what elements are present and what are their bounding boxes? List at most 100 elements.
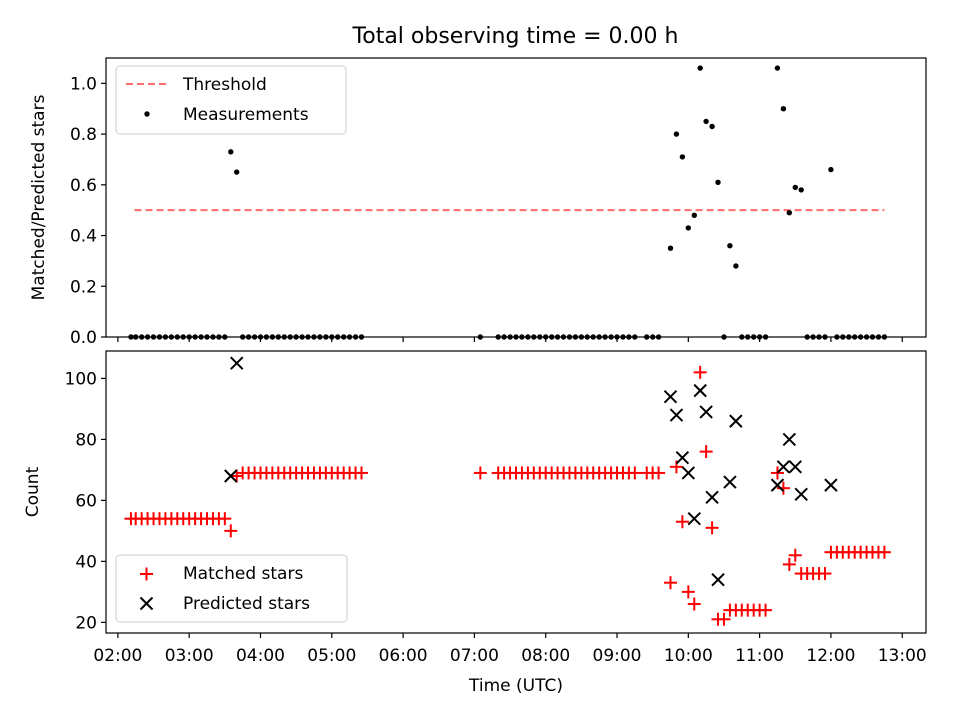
predicted-star-point bbox=[230, 356, 244, 370]
y-tick-label: 0.2 bbox=[70, 277, 97, 297]
predicted-stars-legend-label: Predicted stars bbox=[183, 594, 310, 614]
predicted-star-point bbox=[794, 487, 808, 501]
matched-star-point bbox=[693, 365, 707, 379]
predicted-star-point bbox=[663, 390, 678, 404]
predicted-stars-legend-swatch bbox=[139, 596, 154, 611]
matched-star-point bbox=[628, 466, 642, 480]
matched-star-point bbox=[675, 515, 689, 529]
x-tick-label: 13:00 bbox=[878, 646, 927, 666]
predicted-star-point bbox=[681, 466, 696, 480]
matched-stars-legend-swatch bbox=[140, 567, 153, 581]
count-plot-y-label: Count bbox=[23, 466, 43, 517]
x-tick-label: 02:00 bbox=[93, 646, 142, 666]
predicted-star-point bbox=[675, 450, 690, 465]
predicted-star-point bbox=[669, 408, 684, 422]
x-tick-label: 03:00 bbox=[165, 646, 214, 666]
predicted-star-point bbox=[711, 572, 725, 587]
predicted-star-point bbox=[723, 475, 737, 489]
count-plot-data bbox=[124, 356, 891, 626]
measurement-point bbox=[673, 131, 680, 137]
x-tick-label: 04:00 bbox=[236, 646, 285, 666]
measurement-point bbox=[727, 243, 733, 249]
predicted-star-point bbox=[699, 405, 713, 419]
matched-star-point bbox=[355, 466, 369, 480]
x-tick-label: 06:00 bbox=[379, 646, 428, 666]
measurement-point bbox=[715, 179, 721, 185]
predicted-star-point bbox=[782, 432, 797, 447]
x-tick-label: 09:00 bbox=[593, 646, 642, 666]
measurement-point bbox=[691, 212, 697, 218]
y-tick-label: 100 bbox=[65, 369, 97, 389]
measurement-point bbox=[234, 169, 240, 175]
ratio-plot-legend: Threshold Measurements bbox=[115, 65, 347, 135]
y-tick-label: 60 bbox=[75, 491, 97, 511]
measurement-point bbox=[786, 210, 792, 216]
matched-star-point bbox=[877, 545, 891, 559]
measurement-point bbox=[703, 118, 709, 125]
ratio-plot-legend-box bbox=[115, 65, 347, 135]
predicted-star-point bbox=[687, 511, 701, 526]
predicted-star-point bbox=[788, 460, 802, 474]
threshold-legend-label: Threshold bbox=[182, 75, 267, 95]
matched-star-point bbox=[759, 603, 773, 617]
matched-star-point bbox=[788, 548, 802, 562]
measurement-point bbox=[774, 65, 781, 71]
x-tick-label: 08:00 bbox=[521, 646, 570, 666]
matched-star-point bbox=[224, 524, 238, 538]
predicted-star-point bbox=[729, 414, 743, 428]
measurement-point bbox=[667, 245, 674, 251]
ratio-plot: 0.0 0.2 0.4 0.6 0.8 1.0 Matched/Predicted sta… bbox=[29, 57, 927, 348]
matched-star-point bbox=[705, 521, 719, 535]
ratio-plot-y-ticks: 0.0 0.2 0.4 0.6 0.8 1.0 bbox=[70, 74, 106, 348]
measurements-legend-label: Measurements bbox=[183, 105, 309, 125]
count-plot: 20 40 60 80 100 02:00 03:00 04:00 05:00 06:00 07:… bbox=[23, 350, 927, 696]
measurement-point bbox=[798, 187, 804, 193]
x-tick-label: 11:00 bbox=[735, 646, 784, 666]
ratio-plot-y-label: Matched/Predicted stars bbox=[29, 94, 49, 300]
count-plot-y-ticks: 20 40 60 80 100 bbox=[65, 369, 106, 633]
matched-star-point bbox=[230, 469, 244, 483]
matched-star-point bbox=[818, 567, 832, 581]
y-tick-label: 80 bbox=[75, 430, 97, 450]
x-tick-label: 12:00 bbox=[806, 646, 855, 666]
matched-star-point bbox=[770, 466, 784, 480]
predicted-star-point bbox=[693, 383, 707, 398]
matched-star-point bbox=[717, 612, 731, 626]
matched-star-point bbox=[473, 466, 487, 480]
measurement-point bbox=[780, 106, 787, 112]
count-plot-x-ticks: 02:00 03:00 04:00 05:00 06:00 07:00 08:00 09:00… bbox=[93, 633, 927, 666]
matched-star-point bbox=[663, 576, 677, 590]
matched-star-point bbox=[681, 585, 695, 599]
ratio-plot-frame bbox=[105, 57, 927, 338]
y-tick-label: 20 bbox=[75, 613, 97, 633]
predicted-star-point bbox=[770, 478, 785, 492]
predicted-star-point bbox=[824, 478, 838, 492]
matched-star-point bbox=[652, 466, 666, 480]
measurement-point bbox=[709, 123, 715, 130]
x-axis-label: Time (UTC) bbox=[468, 676, 563, 696]
measurement-point bbox=[685, 225, 691, 231]
count-plot-frame bbox=[105, 350, 927, 634]
predicted-star-point bbox=[224, 469, 238, 483]
count-plot-legend-box bbox=[115, 554, 348, 623]
x-tick-label: 10:00 bbox=[664, 646, 713, 666]
measurement-point bbox=[228, 149, 234, 155]
y-tick-label: 40 bbox=[75, 552, 97, 572]
matched-stars-legend-label: Matched stars bbox=[183, 564, 303, 584]
matched-star-point bbox=[699, 445, 713, 459]
y-tick-label: 0.8 bbox=[70, 125, 97, 145]
matched-star-point bbox=[776, 481, 790, 495]
y-tick-label: 0.6 bbox=[70, 176, 97, 196]
ratio-plot-x-ticks bbox=[117, 337, 903, 342]
x-tick-label: 05:00 bbox=[307, 646, 356, 666]
measurements-legend-swatch bbox=[144, 111, 150, 117]
y-tick-label: 1.0 bbox=[70, 74, 97, 94]
matched-star-point bbox=[218, 512, 232, 526]
predicted-star-point bbox=[705, 490, 719, 505]
matched-star-point bbox=[687, 597, 701, 611]
measurement-point bbox=[697, 65, 703, 71]
measurement-point bbox=[792, 184, 798, 191]
measurement-point bbox=[733, 263, 739, 269]
measurement-point bbox=[828, 166, 834, 173]
